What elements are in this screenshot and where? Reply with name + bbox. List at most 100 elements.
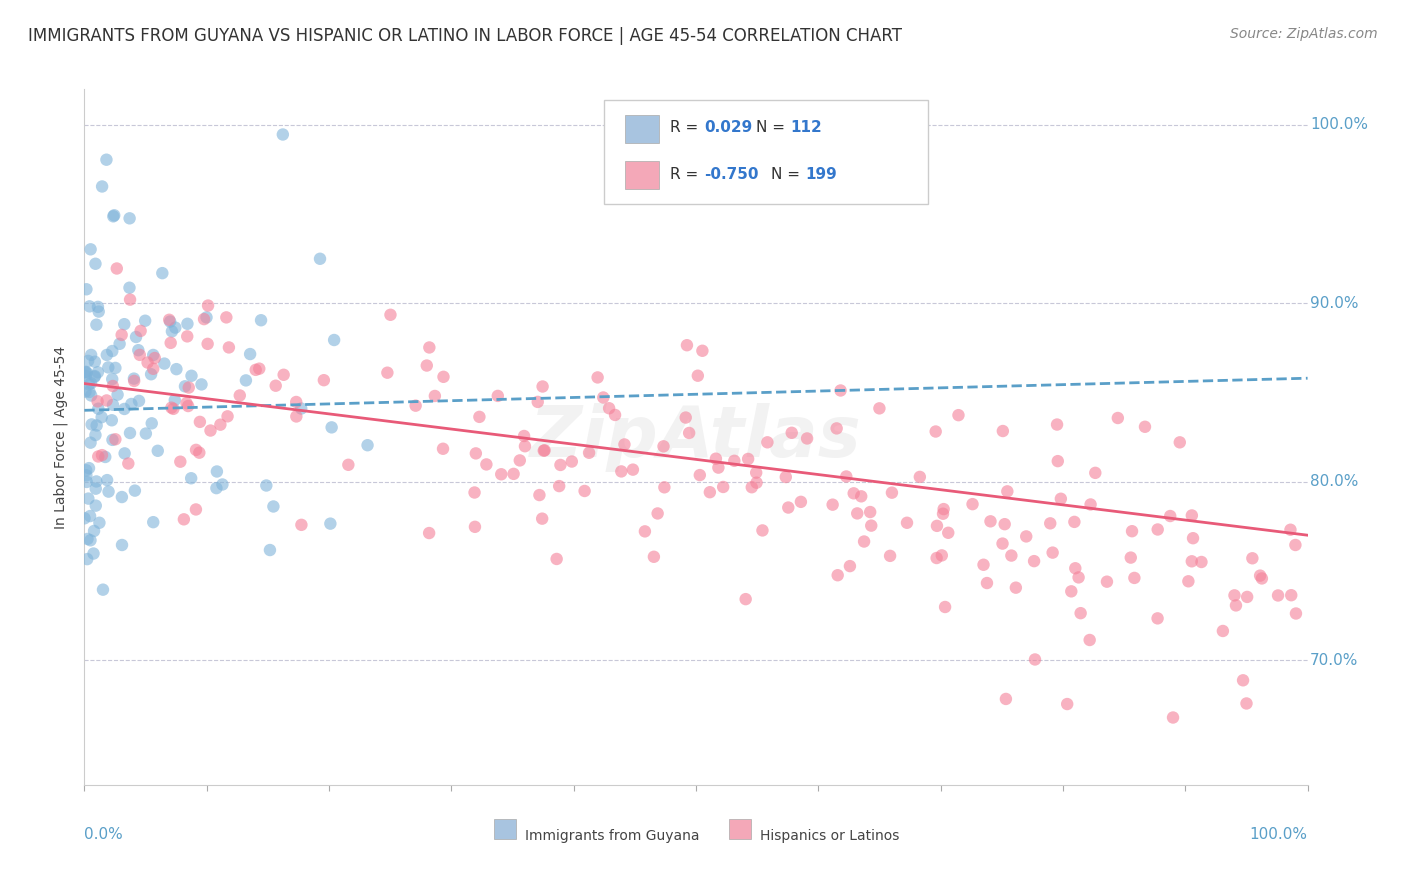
Point [578,446,600,460]
Point [994,692,1017,706]
Point [112,401,135,416]
Point [239,347,262,361]
Point [796,432,818,446]
Point [142,348,165,362]
Point [1015,529,1038,543]
Point [271,128,294,142]
Point [533,443,555,458]
Point [621,462,644,476]
Point [86,394,108,409]
Point [896,516,918,530]
Point [309,252,332,266]
Point [77,491,100,506]
Point [509,453,531,467]
Point [91,448,114,462]
Point [165,362,187,376]
Point [1251,571,1274,585]
Point [247,361,270,376]
Point [153,357,176,371]
Text: 0.0%: 0.0% [84,827,124,842]
Point [83,524,105,538]
Point [285,409,308,424]
Point [103,210,125,224]
Text: 90.0%: 90.0% [1310,296,1358,310]
Point [195,310,218,325]
Point [139,368,162,382]
Point [101,433,124,447]
Point [1279,523,1302,537]
Point [122,371,145,385]
Point [76,366,98,380]
Point [1095,574,1118,589]
Point [146,443,169,458]
Point [84,499,107,513]
Point [603,408,626,422]
Point [486,389,509,403]
Point [973,558,995,572]
Point [1181,554,1204,568]
Point [489,467,512,482]
Point [853,534,876,549]
Point [1133,419,1156,434]
Point [229,388,252,402]
Point [141,417,163,431]
Point [1078,632,1101,647]
Point [418,341,440,355]
Point [128,348,150,362]
Point [84,428,107,442]
Point [851,489,873,503]
Point [1119,550,1142,565]
Point [531,511,554,525]
Point [86,318,108,332]
FancyBboxPatch shape [626,115,659,143]
Point [934,599,956,614]
Point [101,379,124,393]
Point [634,524,657,539]
Point [613,437,636,451]
Point [1067,570,1090,584]
Point [1249,568,1271,582]
Point [1050,491,1073,506]
Point [745,466,768,480]
Point [80,348,103,362]
Point [103,208,125,222]
Point [1070,606,1092,620]
Point [1046,417,1069,432]
Point [105,261,128,276]
Point [654,480,676,494]
Point [159,335,181,350]
Point [610,464,633,478]
Point [264,378,287,392]
Point [868,401,890,416]
Point [290,401,312,416]
Point [169,455,191,469]
Point [112,317,135,331]
Point [1107,411,1129,425]
Point [96,348,118,362]
Point [135,426,157,441]
Point [217,409,239,424]
Point [84,257,107,271]
Point [87,300,110,314]
Point [107,387,129,401]
FancyBboxPatch shape [605,100,928,204]
Point [211,477,233,491]
Point [83,547,105,561]
Point [86,418,108,433]
Point [235,373,257,387]
Point [87,304,110,318]
Point [1000,549,1022,563]
Point [136,355,159,369]
Point [184,442,207,457]
Point [377,366,399,380]
Point [184,502,207,516]
Point [464,446,486,460]
Point [423,389,446,403]
Text: 100.0%: 100.0% [1310,118,1368,132]
Point [122,374,145,388]
Point [745,475,768,490]
Point [159,315,181,329]
Point [1121,524,1143,539]
Point [418,526,440,541]
Point [531,379,554,393]
